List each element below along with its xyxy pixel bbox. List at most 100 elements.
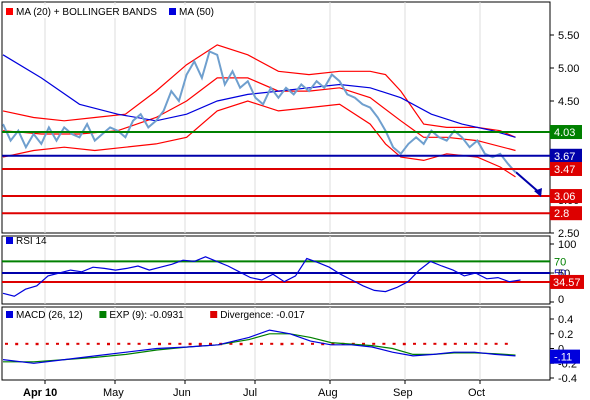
divergence-bar — [15, 342, 19, 346]
legend-label: MA (50) — [179, 7, 214, 18]
macd-current-label: -.11 — [554, 352, 572, 364]
x-tick-label: Jul — [243, 387, 257, 399]
divergence-bar — [290, 342, 294, 345]
price-tick-label: 2.50 — [558, 228, 579, 240]
rsi-line — [2, 256, 521, 297]
macd-tick-label: 0 — [558, 344, 564, 356]
divergence-bar — [280, 342, 284, 346]
divergence-bar — [25, 342, 29, 345]
legend-swatch — [210, 311, 218, 318]
divergence-bar — [443, 342, 447, 346]
divergence-bar — [229, 342, 233, 345]
price-tick-label: 4.50 — [558, 96, 579, 108]
x-tick-label: May — [103, 387, 124, 399]
divergence-bar — [168, 342, 172, 345]
divergence-bar — [474, 342, 478, 345]
price-tick-label: 5.50 — [558, 30, 579, 42]
divergence-bar — [76, 342, 80, 345]
divergence-bar — [66, 342, 70, 346]
divergence-bar — [249, 342, 253, 345]
level-4-03-tag — [550, 125, 582, 140]
rsi-tick-label: 100 — [558, 239, 576, 251]
panel-frame — [1, 306, 551, 381]
legend-label: MACD (26, 12) — [16, 310, 83, 321]
divergence-bar — [331, 342, 335, 345]
divergence-bar — [147, 342, 151, 345]
divergence-bar — [402, 342, 406, 346]
divergence-bar — [127, 342, 131, 345]
level-2-8-tag — [550, 206, 582, 221]
divergence-bar — [321, 342, 325, 346]
legend-swatch — [6, 311, 13, 318]
level-3-06-tag — [550, 189, 582, 204]
divergence-bar — [188, 342, 192, 346]
legend-background — [3, 5, 238, 18]
legend-label: EXP (9): -0.0931 — [109, 310, 184, 321]
x-tick-label: Apr 10 — [23, 387, 57, 399]
divergence-bar — [392, 342, 396, 345]
rsi-current-tag — [550, 274, 584, 289]
projection-arrow-head — [534, 188, 542, 198]
panel-frame — [1, 1, 551, 234]
divergence-bar — [209, 342, 212, 347]
macd-tick-label: -0.4 — [558, 373, 577, 385]
divergence-bar — [158, 342, 161, 346]
divergence-bar — [362, 342, 365, 345]
rsi-level-label: 70 — [554, 256, 566, 268]
divergence-bar — [270, 342, 274, 345]
divergence-bar — [372, 342, 376, 345]
rsi-current-label: 34.57 — [553, 277, 581, 289]
divergence-bar — [300, 342, 304, 345]
divergence-bar — [45, 342, 49, 345]
level-3-47-label: 3.47 — [554, 164, 575, 176]
divergence-bar — [423, 342, 427, 345]
divergence-bar — [494, 342, 498, 345]
divergence-bar — [178, 342, 182, 345]
legend-label: MA (20) + BOLLINGER BANDS — [16, 7, 157, 18]
x-tick-label: Oct — [468, 387, 485, 399]
divergence-bar — [137, 342, 141, 345]
x-axis: Apr 10 May Jun Jul Aug Sep Oct — [23, 380, 485, 399]
bb-upper-line — [2, 44, 516, 138]
macd-line — [2, 329, 516, 364]
divergence-bar — [96, 342, 100, 345]
rsi-tick-label: 0 — [558, 294, 564, 306]
divergence-bar — [382, 342, 386, 345]
level-3-47-tag — [550, 161, 582, 176]
macd-tick-label: 0.2 — [558, 329, 573, 341]
x-tick-label: Aug — [318, 387, 338, 399]
divergence-bar — [117, 342, 121, 345]
level-3-67-label: 3.67 — [554, 151, 575, 163]
divergence-bar — [453, 342, 457, 345]
macd-current-tag — [550, 349, 580, 364]
level-4-03-label: 4.03 — [554, 127, 575, 139]
x-tick-label: Jun — [173, 387, 191, 399]
divergence-bar — [56, 342, 59, 345]
divergence-bar — [198, 342, 202, 346]
legend-label: RSI 14 — [16, 236, 47, 247]
divergence-bar — [311, 342, 314, 345]
level-3-67-tag — [550, 148, 582, 163]
divergence-bar — [413, 342, 416, 345]
divergence-bar — [504, 342, 508, 345]
divergence-bar — [86, 342, 90, 345]
divergence-bar — [107, 342, 110, 346]
divergence-bar — [260, 342, 263, 345]
legend-swatch — [169, 8, 176, 15]
price-panel: 5.505.004.504.003.503.002.504.033.673.47… — [1, 1, 582, 240]
macd-tick-label: 0.4 — [558, 314, 573, 326]
divergence-bar — [433, 342, 437, 345]
x-tick-label: Sep — [393, 387, 413, 399]
legend-swatch — [6, 8, 13, 15]
legend-label: Divergence: -0.017 — [220, 310, 305, 321]
price-tick-label: 5.00 — [558, 63, 579, 75]
ma50-line — [2, 54, 516, 138]
panel-frame — [1, 235, 551, 305]
divergence-bar — [239, 342, 243, 346]
divergence-bar — [464, 342, 467, 345]
legend-swatch — [99, 311, 107, 318]
divergence-bar — [484, 342, 488, 345]
